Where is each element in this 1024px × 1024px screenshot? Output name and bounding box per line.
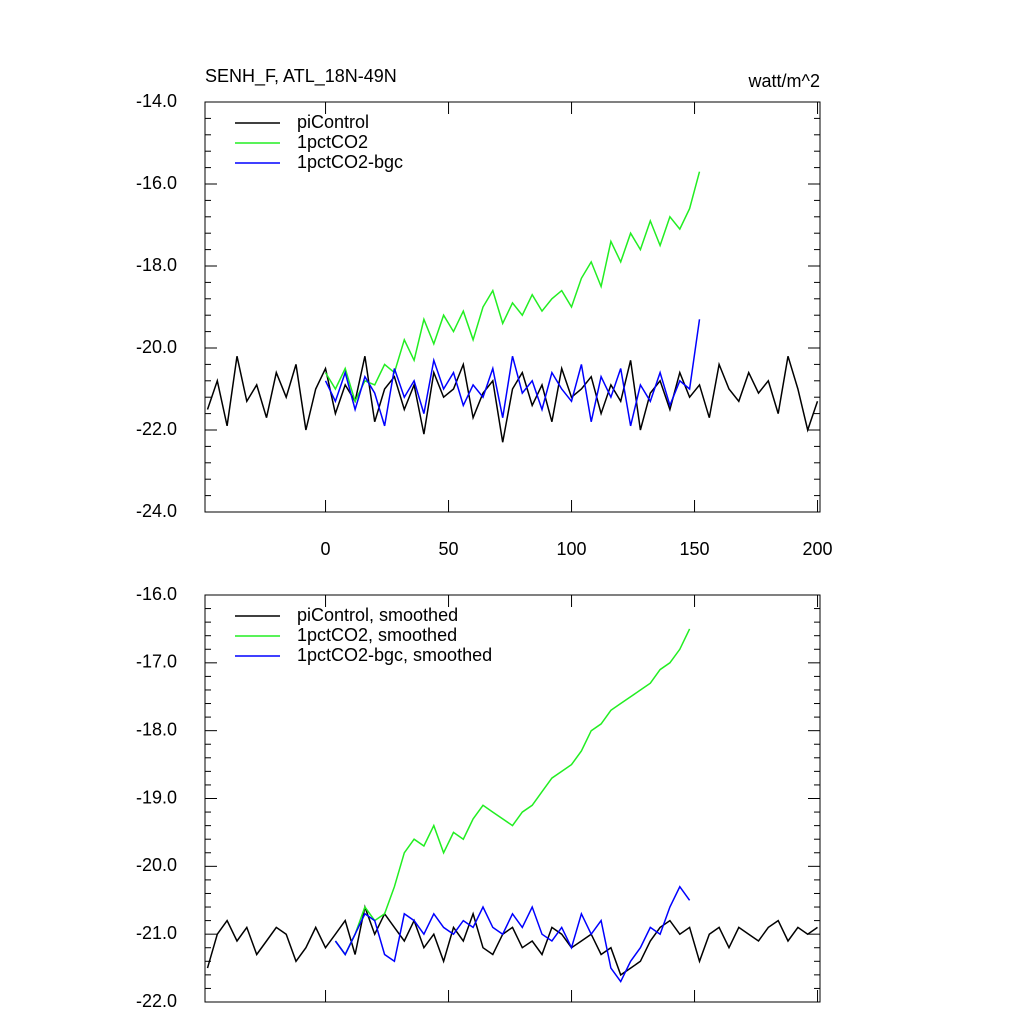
x-tick-label: 0 [321,539,331,559]
line-series [206,355,819,443]
legend-label: piControl [297,112,369,132]
x-tick-label: 150 [680,539,710,559]
y-tick-label: -16.0 [136,173,177,193]
legend-label: 1pctCO2-bgc, smoothed [297,645,492,665]
y-tick-label: -17.0 [136,652,177,672]
y-tick-label: -18.0 [136,255,177,275]
x-tick-label: 100 [557,539,587,559]
line-series [334,885,691,984]
plot-frame [204,101,821,513]
x-tick-label: 200 [803,539,833,559]
y-tick-label: -20.0 [136,337,177,357]
y-tick-label: -24.0 [136,501,177,521]
y-tick-label: -22.0 [136,991,177,1011]
x-tick-label: 50 [439,539,459,559]
legend-label: piControl, smoothed [297,605,458,625]
y-tick-label: -19.0 [136,787,177,807]
line-series [324,171,701,404]
y-tick-label: -20.0 [136,855,177,875]
legend-label: 1pctCO2 [297,132,368,152]
legend-label: 1pctCO2-bgc [297,152,403,172]
line-series [206,904,818,977]
y-tick-label: -22.0 [136,419,177,439]
legend-label: 1pctCO2, smoothed [297,625,457,645]
line-series [334,628,691,956]
y-tick-label: -18.0 [136,719,177,739]
y-tick-label: -21.0 [136,923,177,943]
y-tick-label: -16.0 [136,584,177,604]
y-tick-label: -14.0 [136,91,177,111]
units-label: watt/m^2 [748,71,820,91]
line-series [324,319,701,427]
chart-title: SENH_F, ATL_18N-49N [205,66,397,87]
